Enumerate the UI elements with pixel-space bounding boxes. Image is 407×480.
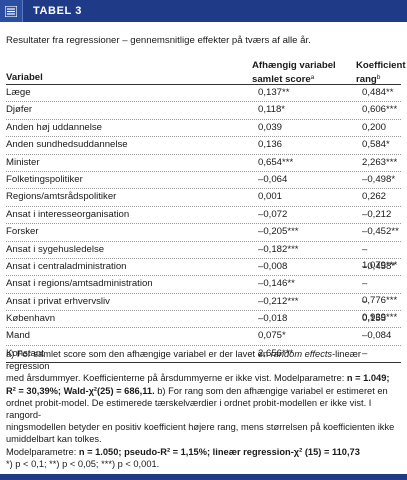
score-value: –0,064	[258, 173, 288, 185]
row-label: Ansat i privat erhvervsliv	[6, 295, 110, 307]
rank-value: 0,262	[362, 191, 387, 203]
rank-value: –0,458*	[362, 260, 396, 272]
row-label: Forsker	[6, 226, 39, 238]
score-value: –0,205***	[258, 226, 299, 238]
row-label: Anden sundhedsuddannelse	[6, 139, 128, 151]
score-value: –0,018	[258, 313, 288, 325]
note-b-line6: umiddelbart kan tolkes.	[6, 434, 102, 445]
score-value: 0,039	[258, 121, 283, 133]
rank-value: 0,606***	[362, 104, 398, 116]
model-parameters: Modelparametre: n = 1.050; pseudo-R² = 1…	[6, 446, 360, 457]
score-value: 0,137**	[258, 87, 290, 98]
rank-value: –	[362, 347, 368, 359]
rank-value: 0,484**	[362, 87, 394, 98]
row-label: Mand	[6, 330, 30, 342]
row-label: Ansat i centraladministration	[6, 260, 127, 272]
note-a-line2: med årsdummyer. Koefficienterne på årsdu…	[6, 373, 390, 384]
table-row: Folketingspolitiker –0,064 –0,498*	[6, 172, 401, 190]
table-row: Ansat i privat erhvervsliv –0,212*** –0,93…	[6, 294, 401, 323]
table-row: Anden sundhedsuddannelse 0,136 0,584*	[6, 137, 401, 155]
score-value: –0,072	[258, 208, 288, 220]
row-label: Djøfer	[6, 104, 33, 116]
rank-value: 2,263***	[362, 156, 398, 168]
column-header-rank: Koefficient rangb	[356, 60, 406, 85]
rank-value: 0,584*	[362, 139, 390, 151]
column-header-score-line1: Afhængig variabel	[252, 60, 336, 71]
row-label: Anden høj uddannelse	[6, 121, 103, 133]
row-label: Konstant	[6, 347, 44, 359]
score-value: –0,146**	[258, 278, 295, 290]
rank-value: –0,212	[362, 208, 392, 220]
table-row: København –0,018 0,155	[6, 311, 401, 329]
table-list-icon	[0, 0, 23, 22]
table-row: Djøfer 0,118* 0,606***	[6, 102, 401, 120]
row-label: Ansat i interesseorganisation	[6, 208, 130, 220]
table-row: Regions/amtsrådspolitiker 0,001 0,262	[6, 189, 401, 207]
rank-value: –1,079***	[362, 243, 398, 271]
rank-value: –0,939***	[362, 295, 398, 324]
table-header-bar: TABEL 3	[0, 0, 407, 22]
row-label: København	[6, 313, 56, 325]
table-row: Anden høj uddannelse 0,039 0,200	[6, 120, 401, 138]
rank-value: 0,200	[362, 121, 387, 133]
table-row: Konstant 2,656*** –	[6, 346, 401, 364]
regression-table: Læge 0,137** 0,484** Djøfer 0,118* 0,606*** An…	[6, 84, 401, 364]
table-notes: a) For samlet score som den afhængige va…	[6, 348, 404, 470]
rank-value: –0,776***	[362, 278, 398, 306]
score-value: 0,118*	[258, 104, 286, 116]
score-value: 0,075*	[258, 330, 286, 342]
rank-value: 0,155	[362, 313, 387, 325]
note-a-line3: R² = 30,39%; Wald-χ²(25) = 686,11. b) Fo…	[6, 385, 388, 396]
score-value: –0,212***	[258, 295, 299, 307]
score-value: –0,182***	[258, 243, 299, 255]
score-value: 0,654***	[258, 156, 294, 168]
score-value: 0,136	[258, 139, 283, 151]
table-row: Minister 0,654*** 2,263***	[6, 155, 401, 172]
rank-value: –0,084	[362, 330, 392, 342]
rank-value: –0,452**	[362, 226, 399, 238]
table-title: TABEL 3	[33, 5, 83, 17]
table-caption: Resultater fra regressioner – gennemsnit…	[6, 35, 311, 46]
note-b-line4: ordnet probit-model. De estimerede tærsk…	[6, 397, 372, 421]
column-header-score: Afhængig variabel samlet scorea	[252, 60, 336, 85]
rank-value: –0,498*	[362, 173, 396, 185]
row-label: Ansat i regions/amtsadministration	[6, 278, 153, 290]
table-row: Ansat i interesseorganisation –0,072 –0,21…	[6, 207, 401, 225]
score-value: 0,001	[258, 191, 283, 203]
score-value: –0,008	[258, 260, 288, 272]
row-label: Folketingspolitiker	[6, 173, 83, 185]
table-row: Mand 0,075* –0,084	[6, 328, 401, 346]
note-a-line1: a) For samlet score som den afhængige va…	[6, 349, 362, 372]
note-b-line5: ningsmodellen betyder en positiv koeffic…	[6, 422, 395, 433]
row-label: Regions/amtsrådspolitiker	[6, 191, 117, 203]
row-label: Minister	[6, 156, 40, 168]
column-header-rank-line1: Koefficient	[356, 60, 406, 71]
table-row: Læge 0,137** 0,484**	[6, 85, 401, 103]
column-header-variable: Variabel	[6, 72, 43, 83]
column-header-score-line2: samlet scorea	[252, 73, 315, 85]
table-row: Forsker –0,205*** –0,452**	[6, 224, 401, 242]
row-label: Ansat i sygehusledelse	[6, 243, 105, 255]
table-row: Ansat i regions/amtsadministration –0,146…	[6, 276, 401, 306]
table-row: Ansat i sygehusledelse –0,182*** –1,079***	[6, 242, 401, 271]
significance-legend: *) p < 0,1; **) p < 0,05; ***) p < 0,001…	[6, 458, 160, 469]
table-row: Ansat i centraladministration –0,008 –0,45…	[6, 259, 401, 277]
column-header-rank-line2: rangb	[356, 73, 381, 85]
score-value: 2,656***	[258, 347, 294, 359]
row-label: Læge	[6, 87, 31, 98]
footer-bar	[0, 474, 407, 480]
